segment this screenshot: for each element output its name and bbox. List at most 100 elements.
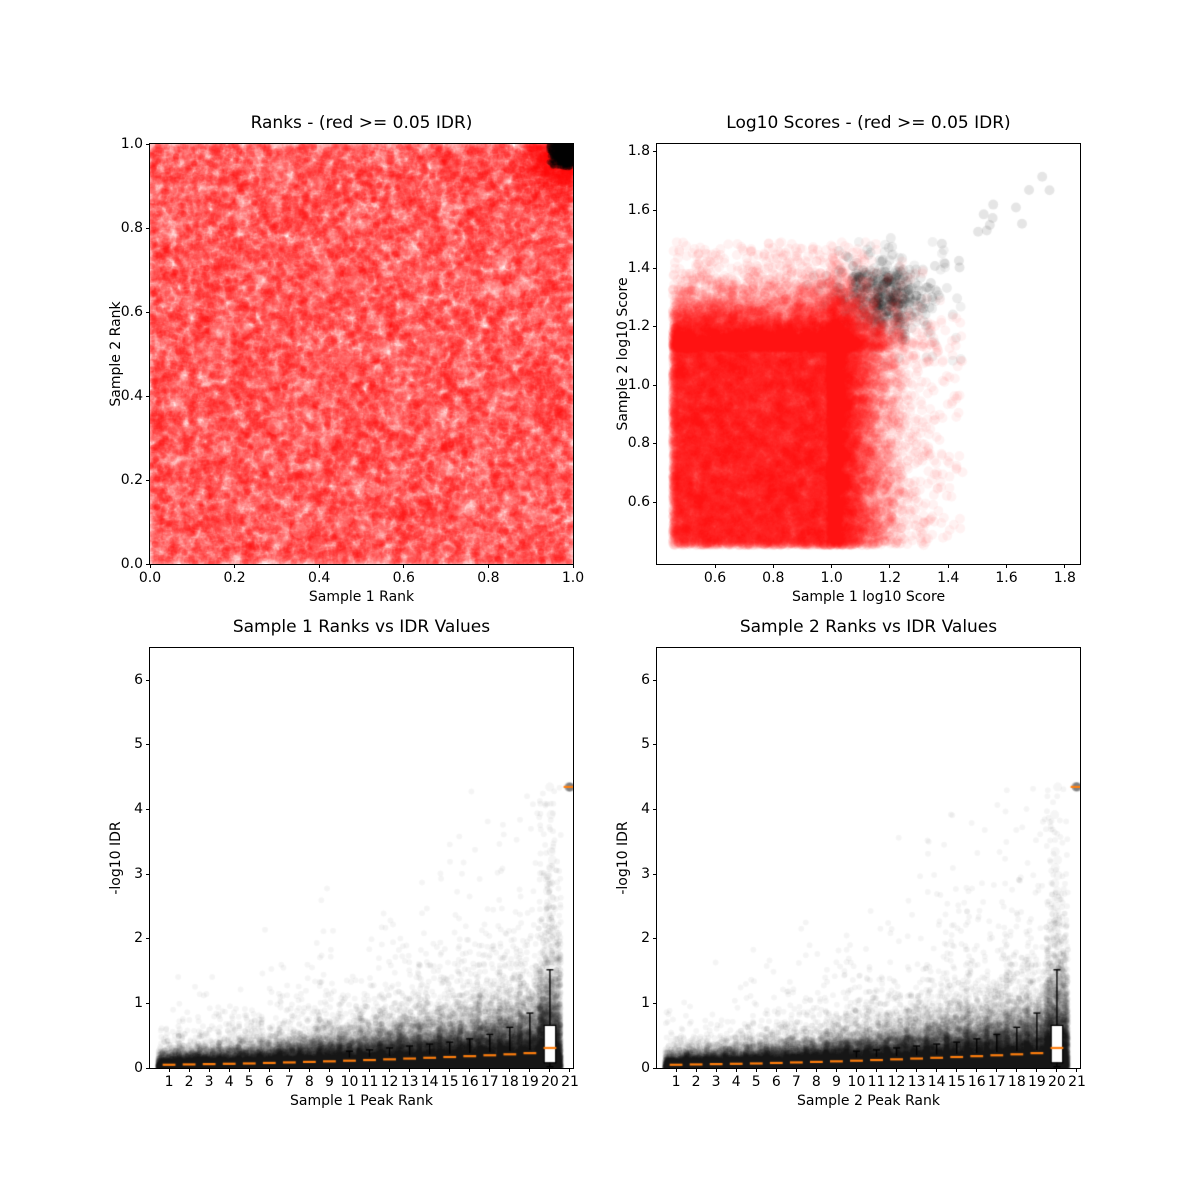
idr1-x-tick-mark — [328, 1068, 330, 1072]
idr1-x-tick-mark — [188, 1068, 190, 1072]
idr1-x-tick-label: 10 — [340, 1074, 359, 1090]
ranks-y-tick-label: 0.8 — [120, 219, 143, 236]
idr1-x-tick-mark — [248, 1068, 250, 1072]
idr2-y-tick-label: 0 — [641, 1059, 650, 1076]
idr2-x-tick-mark — [1056, 1068, 1058, 1072]
ranks-y-tick-mark — [146, 227, 150, 229]
idr2-x-tick-label: 7 — [791, 1074, 801, 1090]
idr1-x-tick-label: 18 — [500, 1074, 519, 1090]
idr2-y-tick-label: 6 — [641, 671, 650, 688]
idr2-x-tick-mark — [695, 1068, 697, 1072]
plot-title-ranks: Ranks - (red >= 0.05 IDR) — [250, 113, 473, 133]
idr1-x-tick-mark — [268, 1068, 270, 1072]
idr2-x-tick-mark — [815, 1068, 817, 1072]
idr1-x-tick-mark — [469, 1068, 471, 1072]
ranks-x-tick-mark — [149, 564, 151, 568]
plot-title-scores: Log10 Scores - (red >= 0.05 IDR) — [726, 113, 1011, 133]
idr2-x-tick-label: 2 — [691, 1074, 701, 1090]
idr2-x-tick-label: 1 — [671, 1074, 681, 1090]
scores-x-tick-mark — [947, 564, 949, 568]
idr2-y-tick-mark — [653, 1067, 657, 1069]
idr1-x-tick-mark — [369, 1068, 371, 1072]
idr2-x-tick-mark — [735, 1068, 737, 1072]
sample1-idr-y-axis-label: -log10 IDR — [108, 821, 124, 895]
plot-title-sample1-idr: Sample 1 Ranks vs IDR Values — [232, 617, 491, 637]
idr1-x-tick-mark — [389, 1068, 391, 1072]
idr1-x-tick-label: 9 — [324, 1074, 334, 1090]
idr2-x-tick-label: 11 — [867, 1074, 886, 1090]
idr2-x-tick-label: 14 — [927, 1074, 946, 1090]
idr2-y-tick-mark — [653, 809, 657, 811]
ranks-x-tick-label: 0.6 — [392, 570, 415, 586]
idr2-x-tick-mark — [896, 1068, 898, 1072]
idr1-x-tick-label: 2 — [184, 1074, 194, 1090]
idr1-x-tick-label: 6 — [264, 1074, 274, 1090]
scores-x-tick-mark — [889, 564, 891, 568]
ranks-x-tick-mark — [572, 564, 574, 568]
scores-y-axis-label: Sample 2 log10 Score — [615, 277, 631, 431]
scores-y-tick-label: 1.2 — [627, 318, 650, 335]
idr1-x-tick-label: 19 — [520, 1074, 539, 1090]
ranks-y-tick-label: 0.4 — [120, 387, 143, 404]
idr2-x-tick-mark — [855, 1068, 857, 1072]
idr1-x-tick-mark — [509, 1068, 511, 1072]
ranks-y-tick-mark — [146, 479, 150, 481]
ranks-x-tick-label: 1.0 — [561, 570, 585, 586]
idr2-x-tick-label: 16 — [967, 1074, 986, 1090]
idr2-x-tick-mark — [775, 1068, 777, 1072]
idr1-x-tick-label: 1 — [164, 1074, 174, 1090]
scores-scatter-plot-area — [657, 144, 1080, 564]
idr1-y-tick-mark — [146, 744, 150, 746]
scores-y-tick-label: 1.4 — [627, 259, 650, 276]
idr2-x-tick-mark — [1016, 1068, 1018, 1072]
ranks-x-tick-mark — [403, 564, 405, 568]
idr1-x-tick-mark — [449, 1068, 451, 1072]
idr2-x-tick-label: 20 — [1048, 1074, 1066, 1090]
idr2-x-tick-mark — [1076, 1068, 1078, 1072]
ranks-y-tick-label: 1.0 — [120, 135, 143, 152]
idr1-x-tick-mark — [569, 1068, 571, 1072]
sample2-idr-y-axis-label: -log10 IDR — [615, 821, 631, 895]
idr1-x-tick-label: 8 — [304, 1074, 314, 1090]
idr2-x-tick-mark — [755, 1068, 757, 1072]
idr1-y-tick-label: 0 — [134, 1059, 143, 1076]
idr1-y-tick-label: 4 — [134, 801, 143, 818]
idr1-x-tick-label: 3 — [204, 1074, 214, 1090]
idr2-x-tick-label: 15 — [947, 1074, 966, 1090]
ranks-x-axis-label: Sample 1 Rank — [308, 589, 415, 605]
ranks-x-tick-label: 0.2 — [223, 570, 246, 586]
ranks-x-tick-label: 0.0 — [138, 570, 162, 586]
idr1-x-tick-mark — [288, 1068, 290, 1072]
idr2-y-tick-label: 2 — [641, 930, 650, 947]
idr1-y-tick-mark — [146, 873, 150, 875]
scores-y-tick-mark — [653, 326, 657, 328]
idr2-x-tick-mark — [916, 1068, 918, 1072]
idr2-x-tick-mark — [835, 1068, 837, 1072]
idr2-y-tick-mark — [653, 744, 657, 746]
idr2-y-tick-label: 3 — [641, 865, 650, 882]
idr2-x-tick-mark — [956, 1068, 958, 1072]
ranks-x-tick-label: 0.8 — [477, 570, 500, 586]
idr1-x-tick-label: 13 — [400, 1074, 419, 1090]
idr1-y-tick-label: 6 — [134, 671, 143, 688]
scores-x-tick-mark — [772, 564, 774, 568]
idr1-y-tick-label: 2 — [134, 930, 143, 947]
idr1-x-tick-mark — [549, 1068, 551, 1072]
scores-y-tick-mark — [653, 384, 657, 386]
idr2-x-tick-mark — [795, 1068, 797, 1072]
idr1-x-tick-mark — [168, 1068, 170, 1072]
idr2-x-tick-mark — [996, 1068, 998, 1072]
idr2-x-tick-label: 5 — [751, 1074, 761, 1090]
idr2-x-tick-mark — [1036, 1068, 1038, 1072]
idr2-x-tick-label: 9 — [831, 1074, 841, 1090]
scores-x-tick-mark — [1064, 564, 1066, 568]
scores-x-tick-label: 0.6 — [703, 570, 727, 586]
idr2-y-tick-label: 5 — [641, 736, 650, 753]
idr1-y-tick-label: 5 — [134, 736, 143, 753]
idr2-x-tick-label: 8 — [811, 1074, 821, 1090]
ranks-y-tick-mark — [146, 311, 150, 313]
ranks-y-tick-label: 0.6 — [120, 303, 143, 320]
idr2-x-tick-label: 4 — [731, 1074, 741, 1090]
scores-y-tick-mark — [653, 151, 657, 153]
scores-y-tick-label: 0.8 — [627, 435, 650, 452]
